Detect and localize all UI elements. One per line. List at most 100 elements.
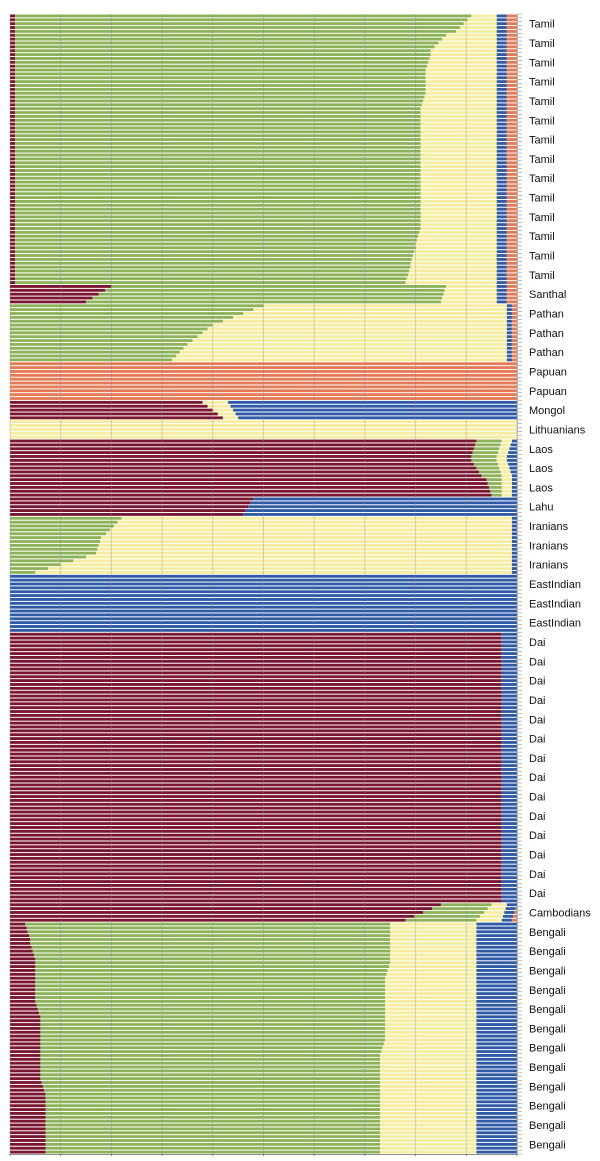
bar-segment-dark_red [10,474,482,478]
bar-segment-orange [506,153,517,157]
bar-segment-blue [10,625,517,628]
bar-segment-blue [10,609,517,613]
bar-segment-orange [506,192,517,196]
bar-segment-yellow [420,169,497,172]
bar-segment-yellow [496,455,507,458]
bar-segment-green [15,153,421,157]
bar-segment-green [15,45,435,49]
bar-segment-yellow [187,342,507,346]
bar-segment-blue [511,559,517,563]
bar-segment-blue [501,640,517,644]
bar-segment-yellow [380,1127,477,1131]
bar-segment-dark_red [10,918,406,922]
bar-segment-yellow [501,493,512,497]
bar-segment-orange [506,142,517,145]
bar-segment-yellow [233,315,507,319]
bar-segment-dark_red [10,826,502,829]
bar-segment-blue [511,536,517,540]
bar-segment-dark_red [10,810,502,814]
bar-segment-blue [501,806,517,810]
bar-segment-blue [496,176,507,180]
bar-segment-yellow [500,443,511,447]
bar-segment-yellow [476,918,502,922]
bar-segment-blue [476,1034,517,1038]
bar-segment-dark_red [10,142,16,145]
bar-segment-dark_red [10,246,16,250]
bar-segment-blue [476,957,517,961]
bar-segment-green [40,1065,381,1069]
bar-segment-dark_red [10,694,502,698]
bar-segment-blue [506,339,512,342]
group-label: Dai [529,753,546,765]
bar-segment-yellow [380,1131,477,1135]
bar-segment-dark_red [10,269,16,273]
bar-segment-orange [506,107,517,111]
bar-segment-green [10,528,111,532]
bar-segment-orange [10,362,517,366]
bar-segment-dark_red [10,640,502,644]
bar-segment-orange [511,304,517,308]
bar-segment-blue [476,1054,517,1057]
bar-segment-blue [476,1135,517,1139]
bar-segment-green [10,555,87,559]
group-label: Papuan [529,366,567,378]
bar-segment-blue [496,285,507,288]
bar-segment-yellow [385,1015,477,1019]
bar-segment-green [15,199,421,203]
bar-segment-yellow [463,22,497,26]
bar-segment-green [15,33,447,37]
bar-segment-green [473,447,500,451]
bar-segment-yellow [424,95,497,99]
bar-segment-blue [496,41,507,45]
bar-segment-blue [501,876,517,880]
bar-segment-dark_red [10,257,16,261]
bar-segment-green [15,91,426,95]
bar-segment-blue [511,485,517,489]
bar-segment-green [15,203,421,207]
bar-segment-blue [501,667,517,671]
bar-segment-yellow [380,1077,477,1081]
bar-segment-green [15,126,421,130]
bar-segment-orange [506,134,517,138]
bar-segment-blue [511,532,517,536]
bar-segment-orange [506,95,517,99]
bar-segment-blue [501,768,517,771]
bar-segment-green [15,107,421,111]
bar-segment-orange [506,172,517,176]
bar-segment-yellow [10,435,517,439]
bar-segment-blue [10,582,517,586]
bar-segment-blue [233,408,517,412]
bar-segment-yellow [217,412,236,416]
bar-segment-blue [501,791,517,795]
bar-segment-blue [501,818,517,822]
bar-segment-blue [496,80,507,84]
bar-segment-yellow [253,308,507,312]
bar-segment-blue [496,250,507,254]
bar-segment-green [15,176,421,180]
bar-segment-blue [505,907,516,911]
bar-segment-dark_red [10,14,16,18]
bar-segment-green [10,559,74,563]
bar-segment-orange [506,80,517,84]
bar-segment-blue [511,567,517,570]
bar-segment-green [10,335,198,339]
group-label: Tamil [529,154,555,166]
bar-segment-green [15,99,424,103]
bar-segment-blue [501,686,517,690]
bar-segment-blue [496,261,507,265]
bar-segment-blue [501,872,517,876]
bar-segment-green [15,114,421,118]
bar-segment-green [15,22,464,26]
bar-segment-yellow [202,400,229,404]
group-label: Laos [529,444,553,456]
bar-segment-dark_red [10,76,16,80]
bar-segment-dark_red [10,1007,38,1011]
bar-segment-dark_red [10,134,16,138]
bar-segment-yellow [420,122,497,126]
bar-segment-yellow [497,462,509,466]
bar-segment-blue [501,891,517,895]
bar-segment-orange [506,296,517,300]
bar-segment-blue [510,443,517,447]
bar-segment-green [481,474,502,478]
